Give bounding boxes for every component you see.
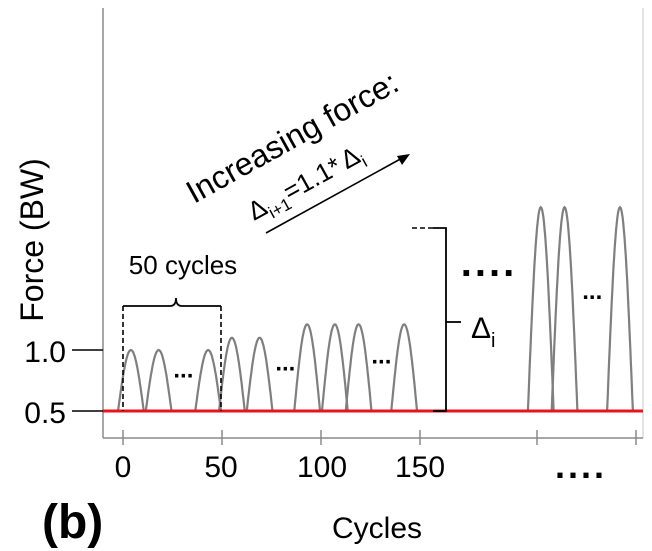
increase-arrow-head: [397, 154, 410, 165]
x-tick-label-0: 0: [115, 451, 132, 484]
loading-cycle-block3-1: [293, 323, 322, 412]
cycle-ellipsis-block2: ...: [275, 350, 295, 377]
delta-bracket: [433, 227, 447, 412]
loading-cycle-block1-2: [144, 348, 173, 412]
delta-subscript: i: [491, 330, 495, 352]
x-axis-title: Cycles: [332, 512, 422, 545]
loading-cycle-block2-1: [217, 336, 246, 412]
delta-i-label: Δi: [471, 312, 496, 352]
plot-frame: [72, 8, 644, 445]
x-axis-gap-ellipsis: ....: [555, 445, 607, 486]
y-tick-label-0.5: 0.5: [24, 397, 66, 430]
cycles-brace-label: 50 cycles: [129, 250, 237, 280]
loading-cycle-block3-3: [344, 323, 373, 412]
y-axis-title: Force (BW): [14, 158, 50, 322]
cycle-ellipsis-block4: ...: [582, 278, 602, 305]
increase-arrow-line: [265, 156, 405, 234]
loading-cycle-block1-1: [116, 348, 145, 412]
x-tick-label-100: 100: [297, 451, 347, 484]
annotation-group: ............: [122, 154, 602, 412]
loading-cycle-block1-3: [194, 348, 223, 412]
delta-symbol: Δ: [471, 312, 491, 345]
x-tick-label-150: 150: [395, 451, 445, 484]
loading-cycle-block4-2: [550, 205, 579, 412]
loading-cycle-block4-1: [526, 205, 555, 412]
x-tick-label-50: 50: [204, 451, 237, 484]
cycle-ellipsis-block3: ...: [371, 342, 391, 369]
loading-cycle-block2-2: [245, 336, 274, 412]
loading-cycle-block3-4: [390, 323, 419, 412]
loading-cycle-block3-2: [320, 323, 349, 412]
cycles-brace: [123, 297, 221, 307]
cycle-ellipsis-block1: ...: [173, 356, 193, 383]
y-tick-label-1.0: 1.0: [24, 336, 66, 369]
panel-label: (b): [42, 496, 103, 549]
loading-cycle-block4-3: [606, 205, 634, 412]
block-gap-ellipsis: ....: [461, 241, 517, 285]
